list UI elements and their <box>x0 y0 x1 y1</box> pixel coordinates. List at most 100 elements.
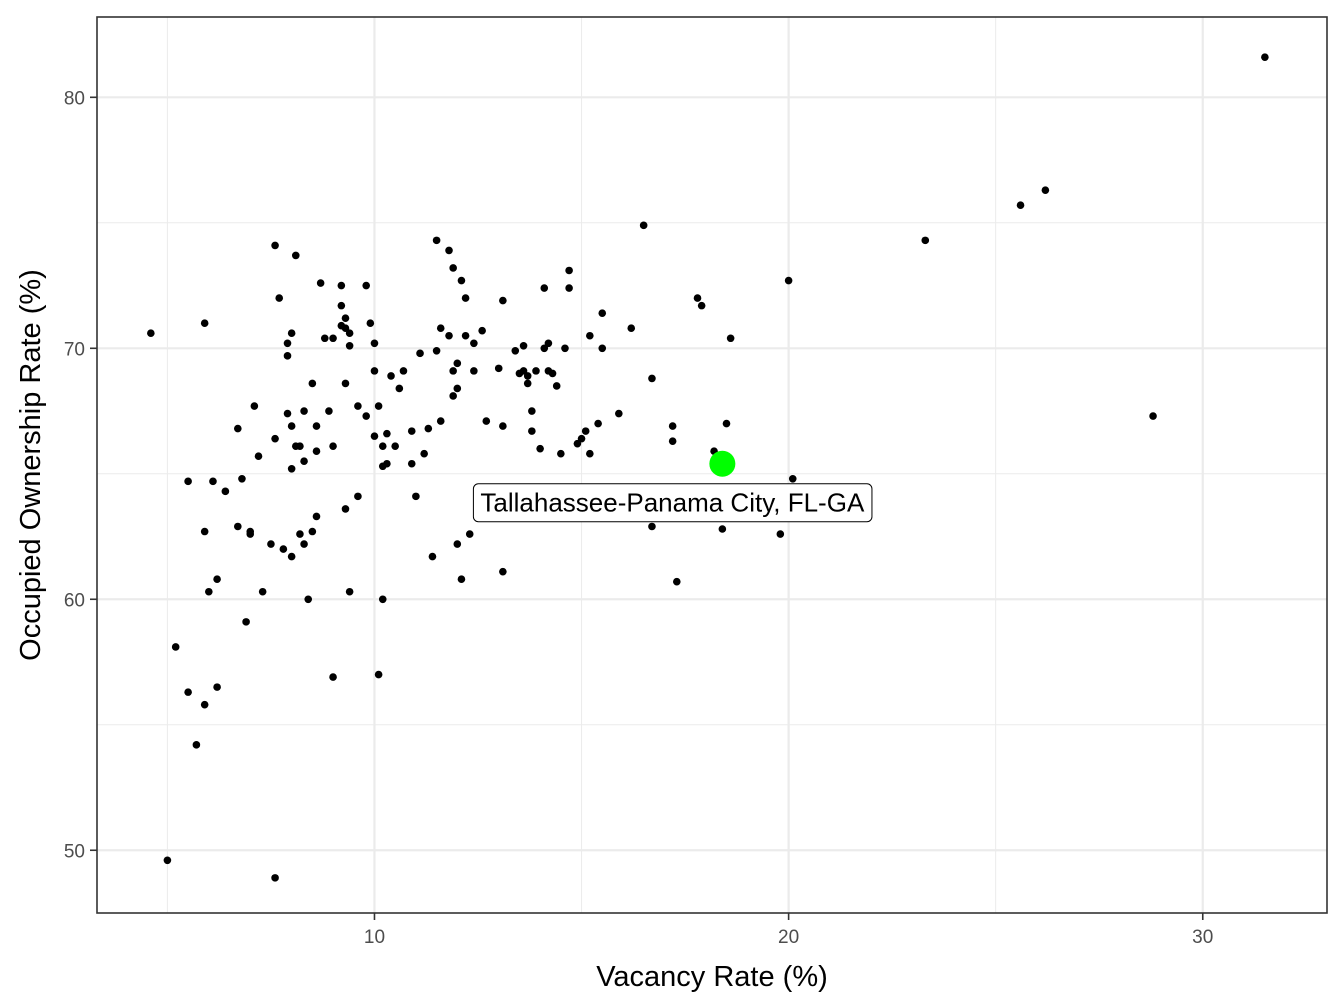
data-point <box>470 339 478 348</box>
data-point <box>499 296 507 305</box>
data-point <box>615 409 623 418</box>
data-point <box>528 427 536 435</box>
data-point <box>461 294 470 302</box>
data-point <box>921 236 930 245</box>
data-point <box>668 422 677 430</box>
data-point <box>238 475 246 483</box>
data-point <box>494 364 503 373</box>
data-point <box>312 447 321 455</box>
data-point <box>540 284 549 292</box>
data-point <box>499 567 507 576</box>
highlight-label: Tallahassee-Panama City, FL-GA <box>480 488 865 518</box>
data-point <box>565 284 573 292</box>
highlight-group: Tallahassee-Panama City, FL-GA <box>472 450 873 523</box>
data-point <box>1261 53 1269 61</box>
data-point <box>337 301 346 310</box>
data-point <box>598 309 607 317</box>
data-point <box>581 427 590 435</box>
data-point <box>672 577 681 586</box>
data-point <box>453 384 462 393</box>
data-point <box>246 527 255 536</box>
y-tick-label: 50 <box>64 841 85 862</box>
y-tick-label: 80 <box>64 88 85 109</box>
data-point <box>296 530 304 538</box>
y-tick-label: 70 <box>64 339 85 360</box>
data-point <box>374 402 383 410</box>
data-point <box>544 339 553 348</box>
data-point <box>234 424 242 433</box>
data-point <box>428 552 437 561</box>
data-point <box>312 422 321 430</box>
data-point <box>184 688 192 696</box>
data-point <box>424 424 433 433</box>
data-point <box>296 442 304 450</box>
data-point <box>627 324 636 333</box>
x-tick-label: 30 <box>1192 927 1213 948</box>
data-point <box>378 442 387 450</box>
data-point <box>329 334 337 343</box>
data-point <box>457 276 466 285</box>
data-point <box>283 339 292 348</box>
data-point <box>320 334 329 343</box>
data-point <box>445 246 453 255</box>
data-point <box>784 276 793 285</box>
data-point <box>668 437 677 445</box>
data-point <box>329 442 337 450</box>
data-point <box>287 329 296 338</box>
data-point <box>412 492 420 501</box>
data-point <box>449 392 457 400</box>
data-point <box>258 587 267 596</box>
data-point <box>267 540 275 548</box>
data-point <box>184 477 192 486</box>
data-point <box>718 525 727 533</box>
data-point <box>536 444 544 453</box>
data-point <box>325 407 333 415</box>
data-point <box>532 367 540 375</box>
data-point <box>271 434 279 443</box>
plot-border <box>96 16 1328 914</box>
data-point <box>254 452 263 461</box>
data-point <box>345 329 354 338</box>
data-point <box>391 442 399 450</box>
data-point <box>499 422 507 430</box>
data-point <box>453 359 462 368</box>
data-point <box>548 369 557 378</box>
data-point <box>561 344 569 353</box>
data-point <box>283 409 292 418</box>
data-point <box>163 856 172 865</box>
data-point <box>449 264 457 272</box>
data-point <box>283 352 292 360</box>
data-point <box>586 331 594 340</box>
data-point <box>200 319 209 327</box>
data-point <box>552 382 561 390</box>
data-point <box>287 552 296 561</box>
data-point <box>528 407 536 415</box>
data-point <box>345 341 354 350</box>
data-point <box>209 477 217 486</box>
data-point <box>639 221 648 230</box>
data-point <box>519 367 528 375</box>
data-point <box>370 339 379 348</box>
data-point <box>300 540 308 548</box>
data-point <box>366 319 375 327</box>
data-point <box>250 402 259 410</box>
data-point <box>192 741 201 749</box>
data-point <box>147 329 155 338</box>
highlight-label-box <box>472 483 873 523</box>
data-point <box>341 324 350 333</box>
data-point <box>697 301 706 310</box>
data-point <box>565 266 573 275</box>
data-point <box>287 422 296 430</box>
data-point <box>312 512 321 521</box>
data-point <box>387 372 395 380</box>
data-point <box>436 417 445 425</box>
data-point <box>370 367 379 375</box>
data-point <box>200 527 209 536</box>
data-point <box>457 575 466 583</box>
data-point <box>511 347 520 355</box>
data-point <box>341 314 350 322</box>
data-point <box>482 417 491 425</box>
data-point <box>308 527 317 536</box>
data-point <box>300 407 308 415</box>
